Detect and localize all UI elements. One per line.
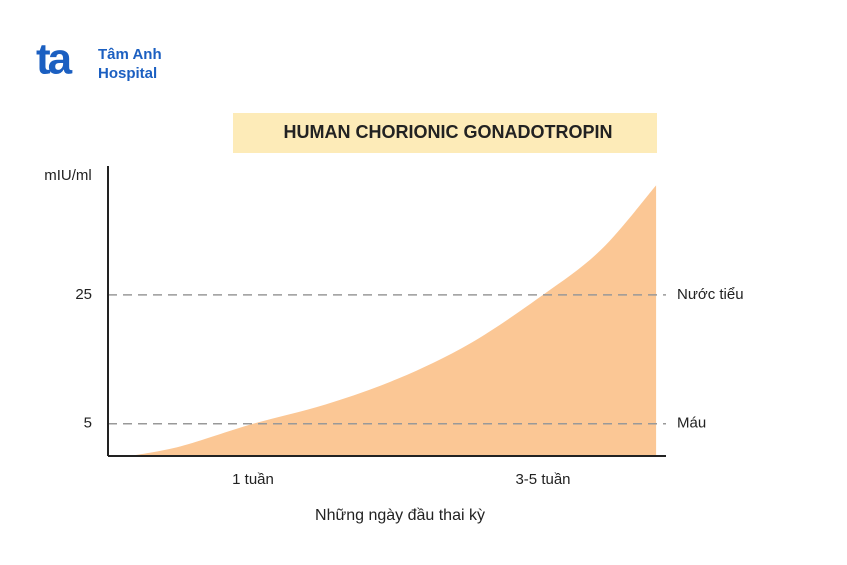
chart-title: HUMAN CHORIONIC GONADOTROPIN: [284, 122, 613, 142]
logo-line1: Tâm Anh: [98, 46, 162, 63]
title-background: [233, 113, 657, 153]
x-tick-label: 1 tuần: [232, 471, 274, 488]
reference-label: Nước tiểu: [677, 286, 744, 303]
x-axis-label: Những ngày đầu thai kỳ: [315, 507, 485, 524]
area: [129, 185, 657, 457]
y-axis-label: mIU/ml: [44, 167, 92, 184]
reference-label: Máu: [677, 415, 706, 432]
y-tick-label: 25: [75, 286, 92, 303]
x-tick-label: 3-5 tuần: [515, 471, 570, 488]
y-tick-label: 5: [84, 415, 92, 432]
logo-line2: Hospital: [98, 65, 157, 82]
logo-mark: ta: [36, 35, 73, 84]
